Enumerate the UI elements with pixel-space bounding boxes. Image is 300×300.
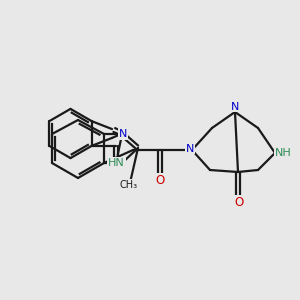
- Text: O: O: [234, 196, 243, 209]
- Text: O: O: [155, 174, 165, 187]
- Text: N: N: [119, 129, 127, 139]
- Text: HN: HN: [108, 158, 125, 168]
- Text: NH: NH: [275, 148, 292, 158]
- Text: N: N: [185, 143, 194, 154]
- Text: N: N: [231, 102, 239, 112]
- Text: CH₃: CH₃: [119, 179, 138, 190]
